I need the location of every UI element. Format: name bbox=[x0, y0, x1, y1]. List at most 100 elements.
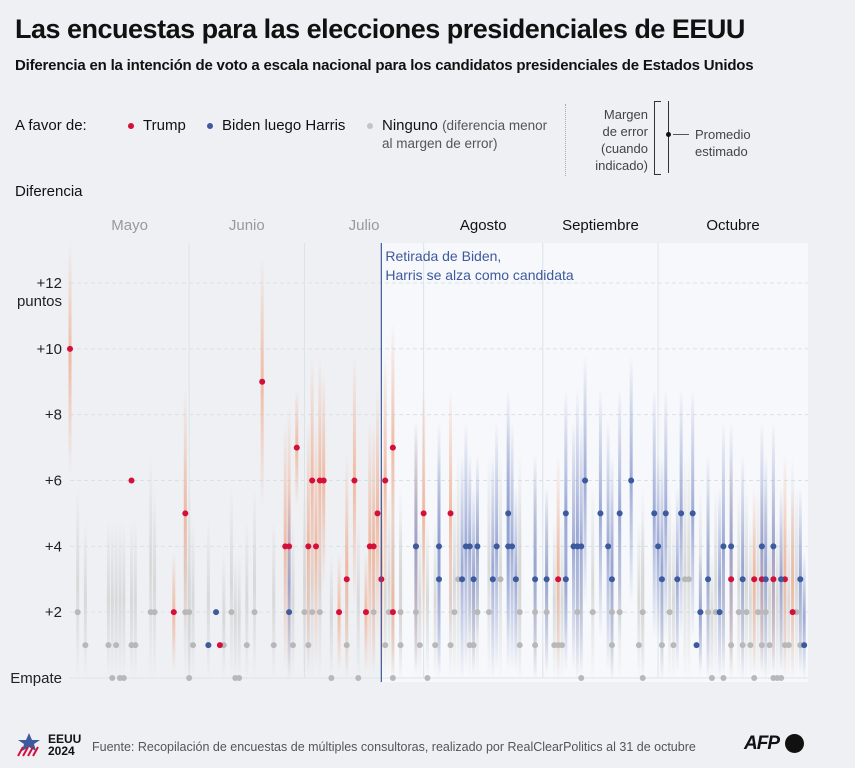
y-tick-label: +10 bbox=[37, 341, 62, 358]
dem-poll-point bbox=[597, 510, 604, 517]
trump-poll-point bbox=[555, 576, 562, 583]
none-poll-point bbox=[105, 642, 112, 649]
none-poll-point bbox=[113, 642, 120, 649]
y-tick-label: +12 bbox=[37, 275, 62, 292]
trump-poll-point bbox=[286, 543, 293, 550]
month-label: Septiembre bbox=[562, 217, 639, 234]
none-poll-point bbox=[355, 675, 362, 681]
none-poll-point bbox=[543, 609, 550, 616]
dem-poll-point bbox=[509, 543, 516, 550]
none-poll-point bbox=[470, 642, 477, 649]
dem-poll-point bbox=[459, 576, 466, 583]
none-error-band bbox=[110, 520, 114, 680]
dem-poll-point bbox=[543, 576, 550, 583]
none-error-band bbox=[245, 520, 249, 680]
none-poll-point bbox=[758, 642, 765, 649]
none-poll-point bbox=[705, 609, 712, 616]
none-poll-point bbox=[778, 675, 785, 681]
dem-error-band bbox=[610, 454, 614, 680]
error-bar-icon bbox=[668, 101, 669, 173]
none-poll-point bbox=[559, 642, 565, 649]
none-poll-point bbox=[616, 609, 623, 616]
none-poll-point bbox=[755, 609, 762, 616]
none-poll-point bbox=[685, 576, 692, 583]
none-poll-point bbox=[516, 609, 523, 616]
none-error-band bbox=[130, 520, 133, 680]
none-poll-point bbox=[762, 609, 769, 616]
none-error-band bbox=[641, 487, 645, 680]
none-poll-point bbox=[589, 609, 596, 616]
none-poll-point bbox=[639, 675, 646, 681]
trump-poll-point bbox=[293, 444, 300, 451]
dem-poll-point bbox=[286, 609, 293, 616]
trump-poll-point bbox=[789, 609, 796, 616]
dem-poll-point bbox=[705, 576, 712, 583]
dem-poll-point bbox=[770, 543, 777, 550]
legend-item-dem: Biden luego Harris bbox=[207, 117, 345, 134]
legend-item-trump: Trump bbox=[128, 117, 186, 134]
none-poll-point bbox=[343, 642, 350, 649]
trump-poll-point bbox=[382, 477, 389, 484]
none-error-band bbox=[222, 552, 226, 680]
none-error-band bbox=[399, 487, 403, 680]
none-error-band bbox=[452, 487, 456, 680]
dem-poll-point bbox=[674, 576, 681, 583]
dem-poll-point bbox=[578, 543, 585, 550]
none-poll-point bbox=[743, 609, 750, 616]
none-poll-point bbox=[608, 609, 615, 616]
trump-poll-point bbox=[447, 510, 454, 517]
none-error-band bbox=[237, 552, 241, 680]
none-poll-point bbox=[109, 675, 116, 681]
none-error-band bbox=[106, 520, 110, 680]
dem-poll-point bbox=[797, 576, 804, 583]
legend-trump-label: Trump bbox=[143, 117, 186, 134]
none-poll-point bbox=[708, 675, 715, 681]
dem-poll-point bbox=[608, 576, 615, 583]
none-poll-point bbox=[82, 642, 89, 649]
none-poll-point bbox=[236, 675, 243, 681]
none-poll-point bbox=[186, 675, 193, 681]
none-error-band bbox=[122, 520, 126, 680]
star-stripes-icon: EEUU 2024 bbox=[17, 732, 81, 758]
dem-poll-point bbox=[716, 609, 723, 616]
none-error-band bbox=[302, 487, 306, 680]
page-title: Las encuestas para las elecciones presid… bbox=[15, 14, 745, 44]
dem-poll-point bbox=[205, 642, 212, 649]
margin-of-error-label: Margen de error (cuando indicado) bbox=[595, 107, 648, 173]
none-error-band bbox=[794, 487, 798, 680]
dem-poll-point bbox=[436, 543, 442, 550]
none-error-band bbox=[756, 487, 760, 680]
none-poll-point bbox=[74, 609, 81, 616]
dem-error-band bbox=[660, 454, 664, 680]
none-poll-point bbox=[670, 642, 677, 649]
none-error-band bbox=[76, 487, 80, 680]
leader-line bbox=[673, 134, 689, 135]
none-poll-point bbox=[751, 675, 758, 681]
none-poll-point bbox=[766, 642, 773, 649]
trump-error-band bbox=[345, 454, 349, 680]
none-error-band bbox=[687, 454, 691, 680]
dem-poll-point bbox=[616, 510, 623, 517]
none-poll-point bbox=[316, 609, 323, 616]
none-poll-point bbox=[243, 642, 250, 649]
dem-poll-point bbox=[662, 510, 669, 517]
none-error-band bbox=[668, 487, 672, 680]
trump-error-band bbox=[391, 520, 395, 680]
trump-poll-point bbox=[770, 576, 777, 583]
poll-chart: Mayo Junio Julio Agosto Septiembre Octubre Em… bbox=[10, 217, 808, 687]
none-error-band bbox=[768, 520, 772, 680]
none-error-band bbox=[356, 520, 360, 680]
none-poll-point bbox=[416, 642, 423, 649]
annotation-line-1: Retirada de Biden, bbox=[385, 248, 501, 264]
none-poll-point bbox=[735, 609, 742, 616]
logo-2024: 2024 bbox=[48, 744, 75, 757]
harris-period-background bbox=[381, 243, 808, 682]
month-label: Julio bbox=[349, 217, 380, 234]
trump-poll-point bbox=[216, 642, 223, 649]
none-poll-point bbox=[389, 675, 396, 681]
trump-poll-point bbox=[351, 477, 358, 484]
none-error-band bbox=[714, 487, 718, 680]
none-error-band bbox=[291, 520, 295, 680]
month-label: Agosto bbox=[460, 217, 507, 234]
none-poll-point bbox=[666, 609, 673, 616]
